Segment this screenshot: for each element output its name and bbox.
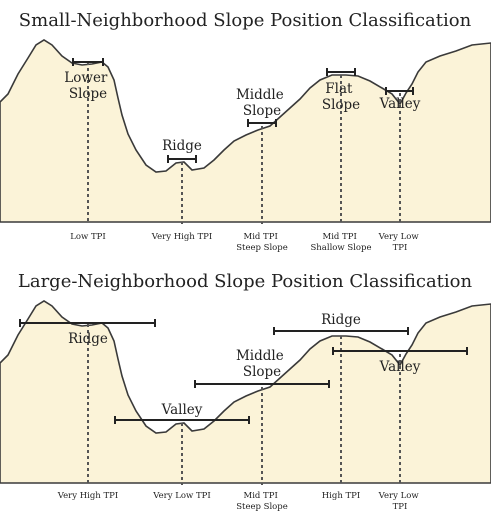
bottom-tpi-ridge-1: Very High TPI <box>57 491 118 501</box>
top-label-ridge: Ridge <box>162 138 202 154</box>
bottom-neighborhood-bars <box>19 319 468 424</box>
top-label-flat-slope: Flat Slope <box>322 81 360 113</box>
top-title: Small-Neighborhood Slope Position Classi… <box>19 10 472 31</box>
bottom-label-middle-slope: Middle Slope <box>236 348 288 380</box>
large-neighborhood-panel: Large-Neighborhood Slope Position Classi… <box>0 271 491 512</box>
bottom-tpi-valley-2: Very Low TPI <box>378 491 422 512</box>
top-label-valley: Valley <box>379 96 421 112</box>
top-terrain-profile <box>0 39 491 223</box>
bottom-title: Large-Neighborhood Slope Position Classi… <box>18 271 473 292</box>
bottom-tpi-middle-slope: Mid TPI Steep Slope <box>236 491 288 512</box>
top-tpi-ridge: Very High TPI <box>151 232 212 242</box>
bottom-label-valley-2: Valley <box>379 359 421 375</box>
bottom-terrain-profile <box>0 300 491 484</box>
bottom-label-valley-1: Valley <box>161 402 203 418</box>
top-tpi-flat-slope: Mid TPI Shallow Slope <box>310 232 371 253</box>
small-neighborhood-panel: Small-Neighborhood Slope Position Classi… <box>0 10 491 253</box>
top-tpi-lower-slope: Low TPI <box>70 232 106 242</box>
bottom-tpi-valley-1: Very Low TPI <box>152 491 210 501</box>
bottom-label-ridge-2: Ridge <box>321 312 361 328</box>
top-label-lower-slope: Lower Slope <box>64 70 111 102</box>
top-tpi-middle-slope: Mid TPI Steep Slope <box>236 232 288 253</box>
top-tpi-valley: Very Low TPI <box>378 232 422 253</box>
bottom-tpi-ridge-2: High TPI <box>322 491 361 501</box>
top-label-middle-slope: Middle Slope <box>236 87 288 119</box>
top-neighborhood-bars <box>72 58 414 163</box>
bottom-label-ridge-1: Ridge <box>68 331 108 347</box>
